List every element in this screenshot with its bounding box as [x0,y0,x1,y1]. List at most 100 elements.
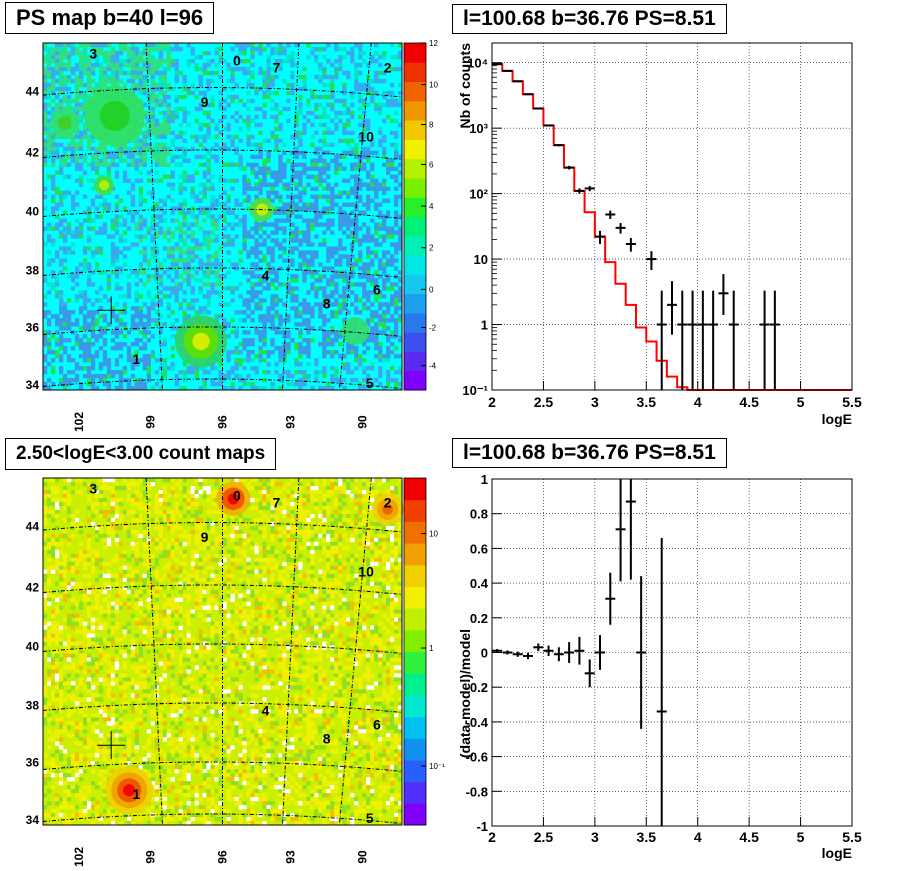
map-pixel [43,629,48,634]
map-pixel [122,645,128,650]
map-pixel [94,47,100,52]
map-pixel [146,258,151,263]
map-pixel [82,645,88,650]
map-pixel [82,358,88,363]
map-pixel [43,122,48,128]
map-pixel [254,186,259,191]
map-pixel [70,697,76,702]
map-pixel [47,565,52,570]
map-pixel [218,47,223,52]
map-pixel [158,126,163,132]
map-pixel [166,59,171,64]
map-pixel [246,142,251,147]
map-pixel [222,242,227,247]
map-pixel [382,234,387,239]
map-pixel [94,310,100,315]
map-pixel [43,386,48,391]
map-pixel [70,653,76,658]
map-pixel [126,78,132,84]
map-pixel [62,338,68,343]
map-pixel [138,533,143,539]
map-pixel [94,525,100,531]
map-pixel [374,194,379,199]
map-pixel [94,749,100,754]
map-pixel [78,601,84,606]
map-pixel [186,62,191,68]
map-pixel [78,134,84,139]
map-pixel [51,809,56,814]
map-pixel [362,154,367,159]
map-pixel [59,721,64,726]
map-pixel [250,262,255,267]
map-pixel [182,230,187,235]
map-pixel [382,226,387,231]
map-pixel [66,338,72,343]
map-pixel [150,90,155,96]
map-pixel [62,765,68,770]
map-pixel [43,330,48,335]
map-pixel [134,501,139,507]
map-pixel [98,677,104,682]
map-pixel [250,358,255,363]
map-pixel [174,66,179,72]
map-pixel [174,374,179,379]
map-pixel [338,246,343,251]
map-pixel [338,258,343,263]
map-pixel [242,302,247,307]
map-pixel [362,86,367,92]
map-pixel [90,605,96,610]
map-pixel [330,86,335,92]
map-pixel [86,314,92,319]
map-pixel [238,310,243,315]
map-pixel [258,258,263,263]
map-pixel [174,110,179,116]
map-pixel [66,226,72,231]
map-pixel [218,278,223,283]
map-pixel [238,362,243,367]
map-pixel [62,761,68,766]
map-pixel [90,330,96,335]
map-pixel [106,809,112,814]
map-pixel [254,90,259,96]
map-pixel [86,657,92,662]
map-pixel [78,693,84,698]
map-pixel [118,310,124,315]
map-pixel [142,142,147,147]
map-pixel [134,310,139,315]
map-pixel [346,222,351,227]
map-pixel [178,47,183,52]
map-pixel [298,314,303,319]
map-pixel [226,62,231,68]
map-pixel [294,278,299,283]
map-pixel [51,633,56,638]
map-pixel [118,51,124,56]
map-pixel [366,170,371,175]
map-pixel [126,589,132,594]
map-pixel [43,641,48,646]
map-pixel [250,118,255,124]
map-pixel [154,170,159,175]
map-pixel [70,613,76,618]
map-pixel [47,789,52,794]
map-pixel [270,342,275,347]
map-pixel [278,122,283,128]
map-pixel [78,809,84,814]
map-pixel [55,565,60,570]
map-pixel [302,378,307,383]
map-pixel [322,122,327,128]
map-pixel [86,629,92,634]
map-pixel [98,781,104,786]
map-pixel [274,90,279,96]
map-pixel [206,59,211,64]
map-pixel [254,330,259,335]
map-pixel [94,43,100,48]
map-pixel [318,210,323,215]
map-pixel [282,170,287,175]
map-pixel [66,326,72,331]
map-pixel [98,486,104,491]
map-pixel [182,370,187,375]
map-pixel [250,70,255,76]
map-pixel [386,210,391,215]
map-pixel [282,342,287,347]
map-pixel [382,270,387,275]
